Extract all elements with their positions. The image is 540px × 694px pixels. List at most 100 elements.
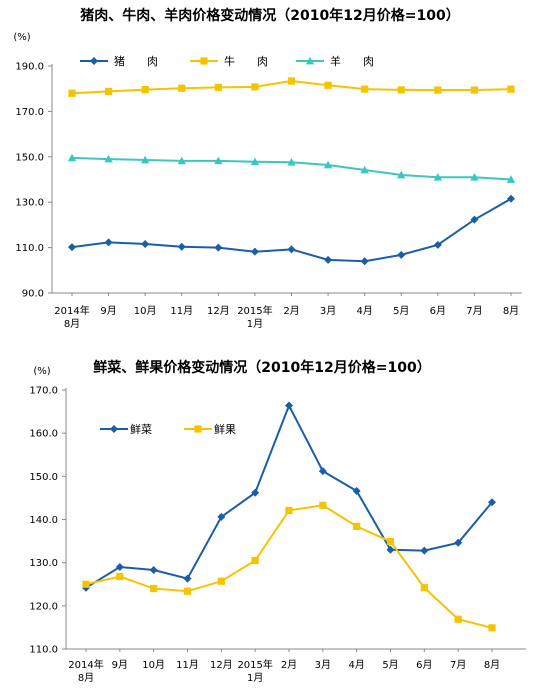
x-tick-label: 2月 (281, 659, 297, 671)
data-point (150, 584, 158, 593)
data-point (116, 572, 124, 581)
data-point (183, 574, 192, 583)
data-point (488, 624, 496, 632)
data-point (251, 556, 259, 565)
x-tick-label: 11月 (170, 305, 193, 317)
data-point (470, 173, 479, 181)
x-tick-label: 8月 (484, 659, 500, 671)
data-point (250, 157, 260, 166)
x-tick-label: 9月 (112, 659, 128, 671)
x-tick-label: 2014年 (54, 304, 89, 317)
data-point (141, 86, 149, 94)
legend-label: 猪 肉 (114, 55, 158, 68)
data-point (214, 156, 223, 165)
x-tick-label: 12月 (210, 659, 233, 671)
data-point (177, 156, 186, 165)
data-point (115, 562, 124, 571)
meat-price-chart: 猪肉、牛肉、羊肉价格变动情况（2010年12月价格=100） (%) 190.0… (13, 7, 522, 330)
legend-marker (305, 56, 315, 65)
data-point (104, 154, 113, 163)
data-point (183, 587, 192, 595)
y-tick-label: 120.0 (29, 601, 58, 612)
data-point (360, 257, 369, 266)
data-point (178, 84, 186, 92)
data-point (217, 577, 225, 585)
x-tick-label: 1月 (247, 672, 263, 684)
y-axis-unit: (%) (13, 32, 30, 43)
data-point (104, 238, 113, 247)
legend-marker (110, 425, 118, 433)
data-point (454, 615, 462, 623)
data-point (361, 85, 369, 93)
y-tick-label: 170.0 (29, 386, 58, 397)
data-point (104, 87, 113, 96)
x-tick-label: 8月 (64, 318, 80, 330)
y-tick-label: 130.0 (15, 198, 44, 209)
legend-marker (90, 57, 98, 65)
data-point (470, 86, 479, 94)
x-tick-label: 10月 (134, 305, 157, 317)
data-point (386, 537, 395, 546)
data-point (506, 175, 516, 183)
data-point (470, 215, 479, 224)
legend-label: 羊 肉 (330, 54, 374, 68)
data-point (420, 546, 429, 555)
data-point (353, 522, 361, 531)
y-tick-label: 170.0 (15, 107, 44, 118)
data-point (214, 83, 222, 91)
data-point (397, 170, 406, 179)
x-tick-label: 4月 (348, 659, 364, 671)
data-point (67, 153, 77, 162)
data-point (141, 239, 150, 248)
data-point (397, 86, 405, 94)
legend-marker (200, 57, 208, 65)
data-point (287, 158, 296, 166)
data-point (360, 165, 369, 174)
data-point (454, 538, 463, 547)
data-point (251, 83, 259, 91)
data-point (507, 194, 515, 203)
x-tick-label: 6月 (416, 659, 432, 671)
data-point (82, 580, 90, 588)
y-tick-label: 140.0 (29, 515, 58, 526)
y-tick-label: 150.0 (29, 472, 58, 483)
x-tick-label: 2015年 (237, 304, 272, 317)
x-tick-label: 2015年 (237, 658, 272, 671)
vegetable-fruit-price-chart: 鲜菜、鲜果价格变动情况（2010年12月价格=100） (%) 170.0 160… (29, 359, 526, 684)
legend-label: 鲜菜 (130, 422, 152, 436)
x-tick-label: 4月 (356, 305, 372, 317)
chart-title: 鲜菜、鲜果价格变动情况（2010年12月价格=100） (93, 359, 430, 376)
x-tick-label: 10月 (142, 659, 165, 671)
data-point (177, 242, 186, 251)
data-point (397, 250, 406, 259)
legend-marker (194, 425, 202, 433)
data-point (434, 86, 442, 94)
x-tick-label: 2014年 (68, 658, 103, 671)
x-tick-label: 9月 (100, 305, 116, 317)
chart-title: 猪肉、牛肉、羊肉价格变动情况（2010年12月价格=100） (79, 7, 459, 24)
x-tick-label: 1月 (247, 318, 263, 330)
x-tick-label: 11月 (176, 659, 199, 671)
data-point (217, 512, 226, 521)
legend-label: 鲜果 (214, 422, 236, 436)
x-tick-label: 8月 (503, 305, 519, 317)
y-tick-label: 150.0 (15, 152, 44, 163)
data-point (488, 498, 496, 507)
data-point (324, 255, 333, 264)
data-point (507, 85, 515, 93)
data-point (250, 247, 259, 256)
data-point (323, 160, 333, 169)
data-point (318, 467, 327, 476)
data-point (386, 545, 395, 554)
data-point (140, 155, 150, 164)
x-tick-label: 6月 (430, 305, 446, 317)
x-tick-label: 2月 (283, 305, 299, 317)
x-tick-label: 12月 (207, 305, 230, 317)
data-point (352, 487, 361, 496)
x-tick-label: 5月 (393, 305, 409, 317)
data-point (287, 245, 296, 254)
y-tick-label: 160.0 (29, 429, 58, 440)
x-tick-label: 5月 (382, 659, 398, 671)
x-tick-label: 8月 (78, 672, 94, 684)
